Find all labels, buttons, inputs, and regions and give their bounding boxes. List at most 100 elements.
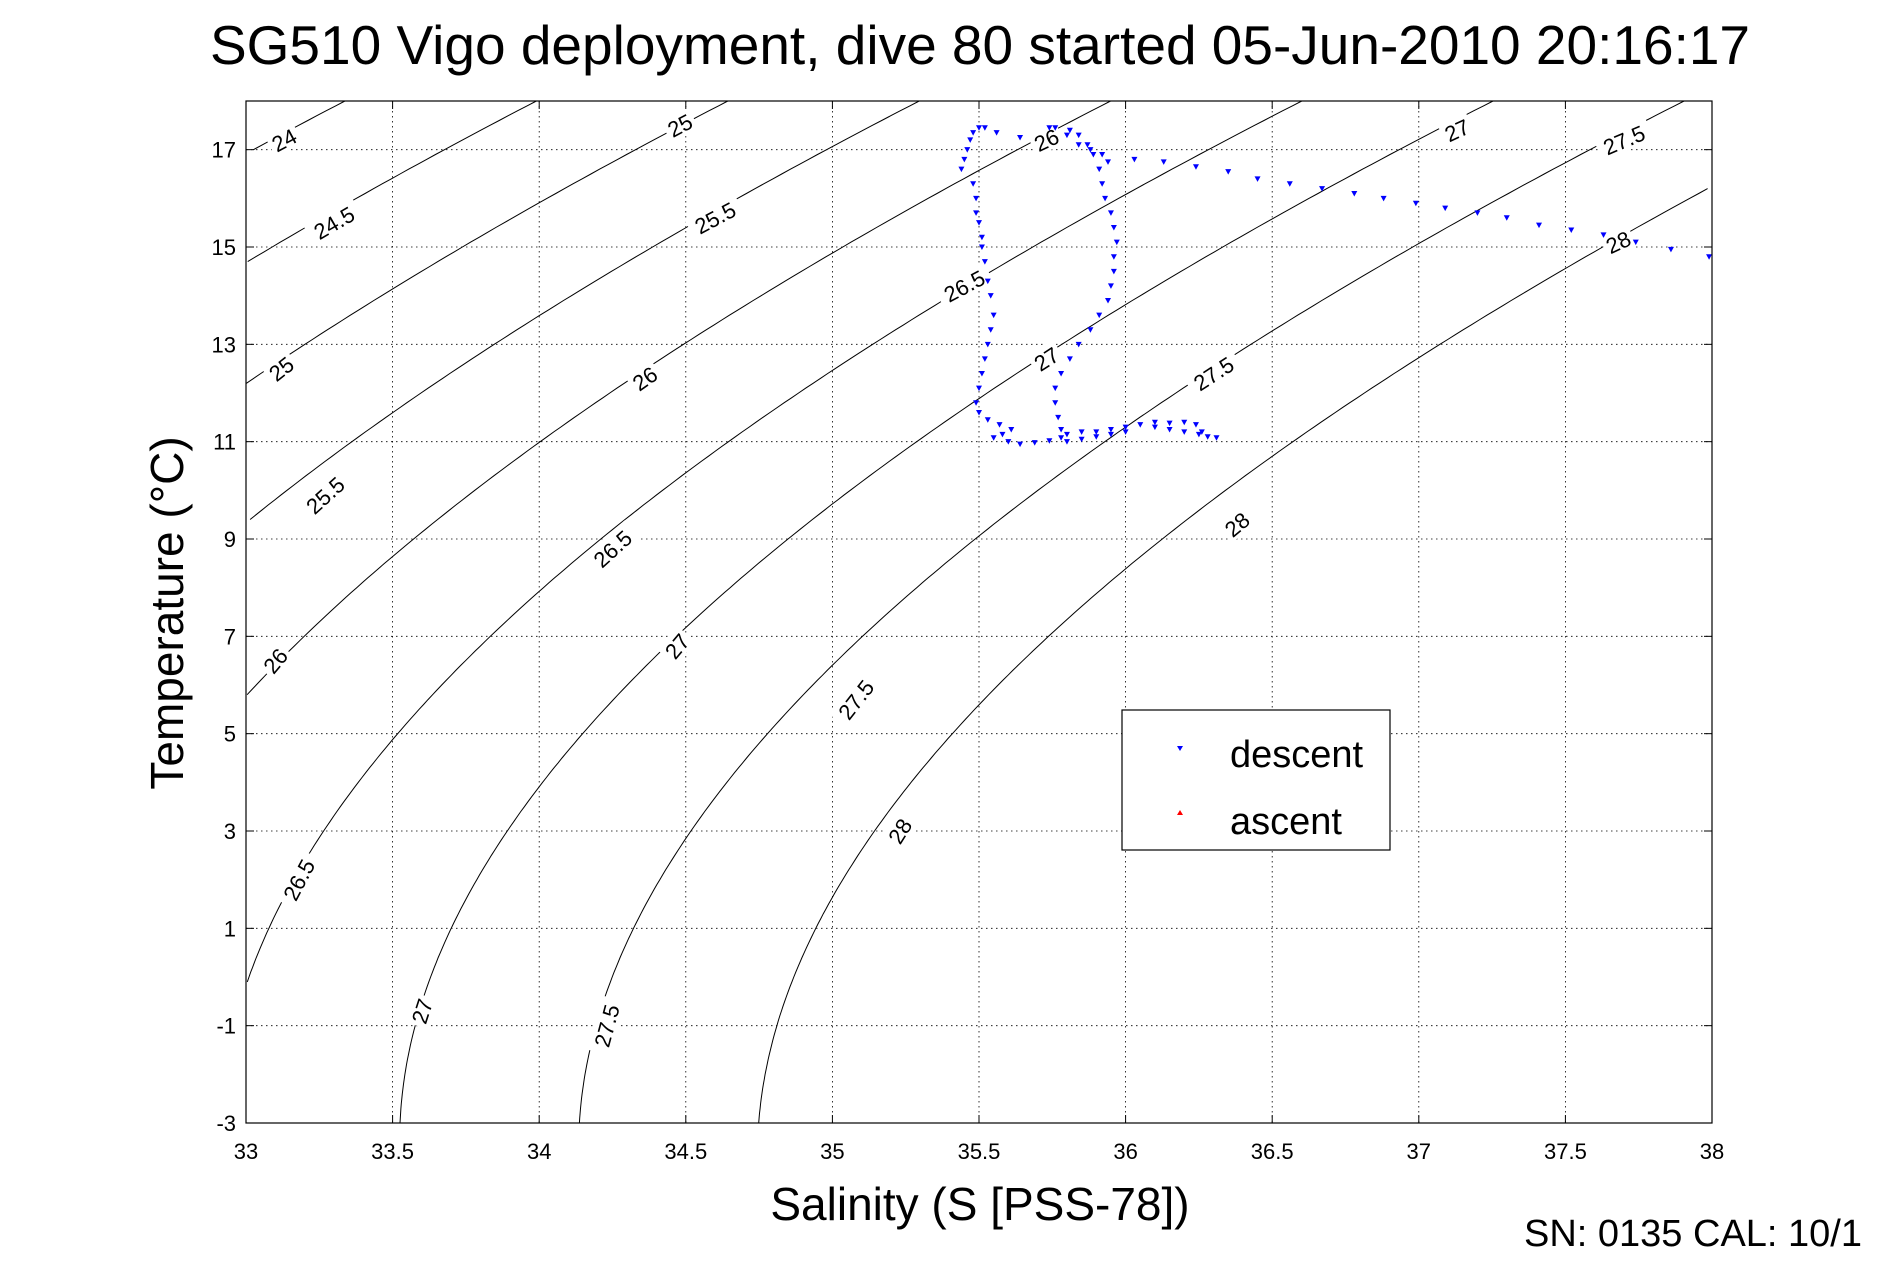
data-point-descent — [999, 431, 1006, 438]
y-tick-label: 3 — [224, 819, 236, 844]
contour-label: 27 — [1437, 111, 1476, 147]
y-tick-label: 15 — [212, 235, 236, 260]
data-point-descent — [1075, 142, 1082, 148]
data-point-descent — [996, 422, 1003, 428]
contour-label-bg — [1183, 347, 1244, 398]
contour-label-text: 27.5 — [589, 1002, 624, 1050]
contour-label: 26.5 — [274, 848, 322, 910]
data-point-descent — [1017, 135, 1024, 141]
data-point-descent — [1055, 414, 1062, 421]
contour-line — [399, 100, 1494, 1124]
data-point-descent — [978, 371, 985, 377]
contour-label-text: 25 — [264, 352, 299, 387]
data-point-descent — [961, 156, 968, 163]
contour-label-bg — [828, 669, 882, 729]
data-point-descent — [1052, 385, 1059, 392]
data-point-descent — [1063, 439, 1070, 445]
data-point-descent — [1204, 434, 1211, 440]
data-point-descent — [1225, 169, 1232, 175]
data-point-descent — [1046, 125, 1053, 131]
data-point-descent — [1254, 176, 1261, 182]
data-point-descent — [1286, 181, 1293, 187]
data-point-descent — [976, 409, 982, 416]
data-point-descent — [1075, 132, 1082, 139]
contour-label-text: 28 — [883, 814, 917, 848]
contour-line — [246, 100, 729, 384]
data-point-descent — [1195, 431, 1202, 438]
contour-label-text: 26 — [628, 362, 662, 397]
contour-label-bg — [880, 810, 918, 850]
data-point-descent — [1181, 429, 1188, 435]
data-point-descent — [1058, 427, 1065, 433]
data-point-descent — [1075, 341, 1082, 348]
contour-label-bg — [1593, 116, 1655, 161]
contour-label-bg — [264, 121, 303, 157]
x-axis-label: Salinity (S [PSS-78]) — [770, 1178, 1189, 1230]
data-point-descent — [990, 435, 997, 441]
x-tick-label: 37.5 — [1544, 1139, 1587, 1164]
data-point-descent — [1568, 227, 1575, 233]
data-point-descent — [1151, 424, 1158, 431]
data-point-descent — [1667, 246, 1674, 253]
data-point-descent — [1107, 210, 1114, 216]
contour-label-bg — [582, 520, 641, 576]
data-point-descent — [1066, 356, 1073, 362]
contour-label-bg — [1598, 223, 1637, 259]
contour-label: 26 — [255, 640, 294, 680]
x-tick-label: 33 — [234, 1139, 258, 1164]
data-point-descent — [1412, 200, 1419, 207]
x-ticks: 33 33.5 34 34.5 35 35.5 36 36.5 37 37.5 38 — [234, 101, 1724, 1164]
data-point-descent — [1600, 232, 1607, 238]
data-point-descent — [1113, 239, 1120, 246]
data-point-descent — [1058, 435, 1065, 441]
data-point-descent — [978, 234, 985, 241]
data-point-descent — [1110, 268, 1117, 275]
data-point-descent — [993, 130, 1000, 136]
x-tick-label: 37 — [1407, 1139, 1431, 1164]
contour-line — [246, 100, 1303, 983]
contour-label-bg — [1437, 111, 1476, 147]
data-point-descent — [1198, 429, 1205, 435]
data-point-descent — [987, 327, 994, 333]
data-point-descent — [1166, 420, 1173, 427]
data-point-descent — [1351, 190, 1358, 197]
data-point-descent — [1063, 132, 1070, 139]
data-point-descent — [973, 195, 980, 202]
data-point-descent — [1105, 298, 1112, 304]
contour-label-text: 27 — [660, 629, 695, 664]
contour-label: 26.5 — [933, 261, 995, 309]
data-point-descent — [1107, 427, 1114, 433]
contour-label-bg — [660, 106, 699, 143]
x-tick-label: 33.5 — [371, 1139, 414, 1164]
legend-ascent-label: ascent — [1230, 801, 1342, 843]
data-point-descent — [1017, 441, 1024, 448]
contour-label: 26 — [624, 358, 664, 397]
data-point-descent — [1166, 427, 1173, 433]
data-point-descent — [1105, 159, 1112, 165]
contour-line — [758, 188, 1708, 1124]
data-point-descent — [1122, 424, 1129, 431]
data-point-descent — [1078, 429, 1085, 435]
x-tick-label: 36 — [1113, 1139, 1137, 1164]
data-point-descent — [1706, 254, 1713, 260]
x-tick-label: 36.5 — [1251, 1139, 1294, 1164]
contour-label: 24.5 — [303, 197, 364, 247]
y-tick-label: 7 — [224, 624, 236, 649]
data-point-descent — [978, 244, 985, 250]
data-point-descent — [1052, 125, 1059, 131]
data-point-descent — [967, 137, 974, 143]
data-point-descent — [1031, 440, 1038, 446]
data-point-descent — [1093, 429, 1100, 435]
contour-label: 28 — [880, 810, 918, 850]
contour-label-text: 26 — [258, 644, 293, 679]
contour-label-bg — [404, 992, 438, 1030]
contour-label: 27 — [657, 625, 696, 666]
contour-label-bg — [260, 348, 301, 387]
data-point-descent — [1090, 152, 1097, 158]
x-tick-label: 35.5 — [958, 1139, 1001, 1164]
data-point-descent — [1319, 186, 1326, 192]
data-point-descent — [1474, 210, 1481, 216]
contour-label-bg — [933, 261, 995, 309]
data-point-descent — [1063, 431, 1070, 438]
